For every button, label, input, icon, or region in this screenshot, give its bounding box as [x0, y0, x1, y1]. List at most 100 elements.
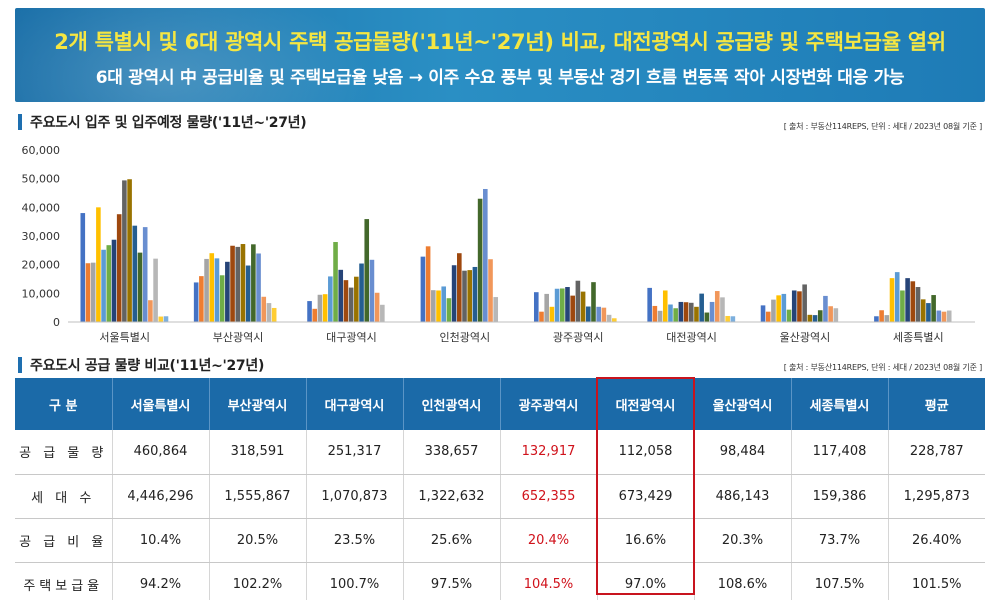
row-label: 공 급 비 율 [15, 518, 112, 563]
bar [369, 259, 375, 322]
x-category-label: 세종특별시 [893, 331, 944, 344]
x-category-label: 인천광역시 [440, 330, 491, 344]
table-cell: 159,386 [790, 474, 888, 519]
x-category-label: 서울특별시 [99, 331, 150, 344]
bar [333, 242, 338, 322]
table-cell: 26.40% [887, 518, 985, 563]
header-cell: 구 분 [15, 378, 112, 430]
bar [235, 246, 241, 322]
y-tick-label: 50,000 [22, 173, 61, 186]
table-cell: 97.5% [402, 562, 500, 600]
bar [791, 290, 797, 322]
bar [312, 308, 318, 322]
bar [261, 296, 267, 322]
bar [725, 315, 730, 322]
x-category-label: 부산광역시 [213, 331, 264, 344]
header-cell: 대전광역시 [596, 378, 694, 430]
bar [889, 278, 895, 322]
bar [704, 312, 710, 322]
banner-title: 2개 특별시 및 6대 광역시 주택 공급물량('11년~'27년) 비교, 대… [54, 30, 946, 54]
table-cell: 1,070,873 [305, 474, 403, 519]
bar [364, 219, 370, 322]
bar [199, 276, 204, 322]
bar [533, 292, 539, 322]
bar [431, 290, 436, 322]
bar [786, 309, 792, 322]
bar [807, 314, 813, 322]
bar [931, 295, 936, 322]
header-cell: 인천광역시 [402, 378, 500, 430]
y-tick-label: 10,000 [22, 287, 61, 300]
bar [225, 261, 230, 322]
table-cell: 101.5% [887, 562, 985, 600]
table-cell: 20.3% [693, 518, 791, 563]
table-cell: 132,917 [499, 430, 597, 475]
table-cell: 318,591 [208, 430, 306, 475]
bar [209, 253, 215, 322]
bar [652, 305, 658, 322]
table-cell: 228,787 [887, 430, 985, 475]
bar [657, 310, 663, 322]
bar [915, 287, 921, 322]
header-cell: 평균 [887, 378, 985, 430]
bar [488, 259, 493, 322]
bar [90, 262, 96, 322]
bar [575, 280, 581, 322]
chart-source-note: [ 출처 : 부동산114REPS, 단위 : 세대 / 2023년 08월 기… [783, 122, 982, 131]
bar [493, 297, 499, 322]
bar [271, 307, 277, 322]
bar [307, 301, 312, 322]
table-cell: 73.7% [790, 518, 888, 563]
bar [317, 294, 323, 322]
table-cell: 107.5% [790, 562, 888, 600]
bar [457, 253, 462, 322]
bar [606, 314, 612, 322]
bar [771, 299, 776, 322]
table-cell: 104.5% [499, 562, 597, 600]
bar [483, 188, 488, 322]
bar [163, 316, 169, 322]
bar [565, 287, 570, 322]
bar [683, 302, 689, 322]
bar [462, 270, 467, 322]
bar [96, 207, 101, 322]
table-cell: 23.5% [305, 518, 403, 563]
bar [559, 288, 565, 322]
bar [425, 246, 431, 322]
supply-comparison-table: 구 분 서울특별시 부산광역시 대구광역시 인천광역시 광주광역시 대전광역시 … [15, 378, 985, 600]
y-tick-label: 0 [53, 316, 60, 329]
bar [266, 303, 272, 322]
bar [80, 213, 86, 322]
table-cell: 460,864 [111, 430, 209, 475]
bar [158, 316, 164, 322]
bar [472, 266, 478, 322]
x-category-label: 울산광역시 [780, 331, 831, 344]
bar [765, 311, 771, 322]
bar [926, 303, 931, 322]
bar [946, 310, 952, 322]
bar [142, 227, 148, 322]
bar [245, 265, 251, 322]
header-banner: 2개 특별시 및 6대 광역시 주택 공급물량('11년~'27년) 비교, 대… [15, 8, 985, 102]
table-source-note: [ 출처 : 부동산114REPS, 단위 : 세대 / 2023년 08월 기… [783, 363, 982, 372]
table-cell: 112,058 [596, 430, 694, 475]
bar [874, 316, 879, 322]
section-marker [18, 357, 22, 373]
bar [328, 276, 333, 322]
table-cell: 4,446,296 [111, 474, 209, 519]
bar [359, 263, 364, 322]
table-cell: 100.7% [305, 562, 403, 600]
bar [900, 290, 905, 322]
bar [591, 282, 596, 322]
x-category-label: 대구광역시 [326, 331, 377, 344]
table-cell: 20.4% [499, 518, 597, 563]
section-table-heading: 주요도시 공급 물량 비교('11년~'27년) [18, 355, 264, 375]
bar [688, 302, 694, 322]
bar [596, 306, 601, 322]
bar [148, 300, 153, 322]
bar [127, 179, 132, 322]
bar [611, 318, 617, 322]
bar [101, 249, 106, 322]
bar [420, 256, 426, 322]
table-cell: 338,657 [402, 430, 500, 475]
